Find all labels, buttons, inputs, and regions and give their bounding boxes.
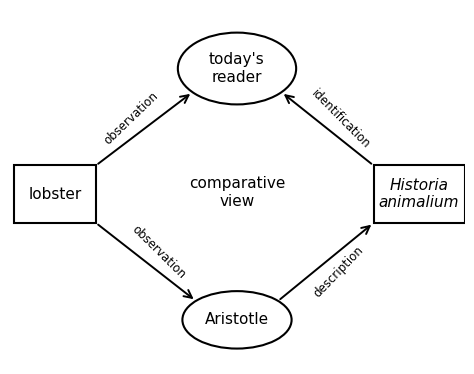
Text: description: description <box>311 244 366 300</box>
FancyBboxPatch shape <box>14 165 96 223</box>
Text: today's
reader: today's reader <box>209 52 265 85</box>
Text: observation: observation <box>102 89 161 147</box>
Text: Historia
animalium: Historia animalium <box>379 178 459 211</box>
Ellipse shape <box>182 291 292 349</box>
Text: comparative
view: comparative view <box>189 176 285 209</box>
Text: Aristotle: Aristotle <box>205 312 269 327</box>
Text: observation: observation <box>129 223 188 281</box>
Text: identification: identification <box>309 86 373 151</box>
Text: lobster: lobster <box>28 187 82 202</box>
Ellipse shape <box>178 33 296 104</box>
FancyBboxPatch shape <box>374 165 465 223</box>
